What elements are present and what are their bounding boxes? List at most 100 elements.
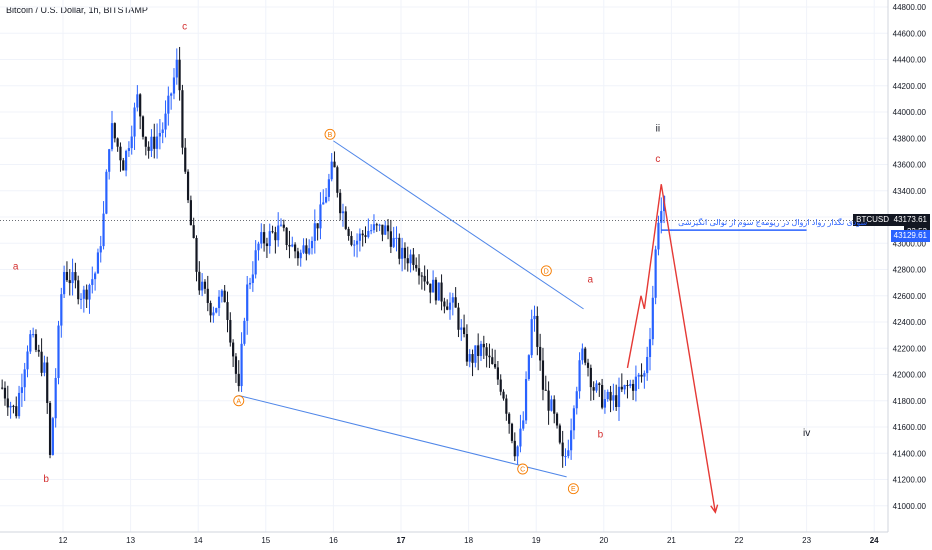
candle-body <box>378 224 381 226</box>
candle-body <box>533 315 536 320</box>
candle-body <box>482 343 485 348</box>
candle-body <box>386 225 390 232</box>
candle-body <box>609 391 612 401</box>
candle-body <box>178 59 181 91</box>
x-tick-label: 15 <box>261 536 270 545</box>
candle-body <box>493 364 497 368</box>
pattern-point-label: D <box>544 268 549 275</box>
candle-body <box>519 428 522 447</box>
y-tick-label: 41400.00 <box>893 449 927 458</box>
candle-body <box>448 302 452 310</box>
candle-body <box>198 271 201 291</box>
candle-body <box>279 224 283 226</box>
candle-body <box>465 334 469 362</box>
candle-body <box>63 271 66 295</box>
candle-body <box>189 200 192 226</box>
candle-body <box>406 258 409 264</box>
candle-body <box>3 387 7 399</box>
candle-body <box>423 275 426 282</box>
candle-body <box>88 284 91 300</box>
candle-body <box>285 227 288 245</box>
candle-body <box>175 59 178 78</box>
candle-body <box>246 284 249 321</box>
x-tick-label: 17 <box>397 536 406 545</box>
candle-body <box>65 271 69 281</box>
candle-body <box>110 123 114 150</box>
candle-body <box>462 327 466 335</box>
candle-body <box>367 230 370 237</box>
candle-body <box>91 279 94 285</box>
candle-body <box>195 237 198 272</box>
candle-body <box>451 297 454 303</box>
candle-body <box>443 301 446 307</box>
y-tick-label: 41600.00 <box>893 423 927 432</box>
candle-body <box>415 264 418 269</box>
candle-body <box>155 136 159 149</box>
candle-body <box>513 440 516 457</box>
candle-body <box>550 399 553 411</box>
candle-body <box>77 280 80 300</box>
candle-body <box>324 196 328 203</box>
y-tick-label: 44600.00 <box>893 29 927 38</box>
y-tick-label: 44400.00 <box>893 56 927 65</box>
candle-body <box>446 306 449 310</box>
candle-body <box>232 342 235 357</box>
candle-body <box>646 356 649 374</box>
candle-body <box>192 225 195 238</box>
candle-body <box>603 399 607 408</box>
candle-body <box>541 360 545 390</box>
channel-line <box>238 395 567 478</box>
candle-body <box>589 367 592 388</box>
candle-body <box>130 136 133 149</box>
candle-body <box>150 136 153 151</box>
candle-body <box>139 94 142 117</box>
candle-body <box>9 405 12 408</box>
candle-body <box>17 392 21 417</box>
candle-body <box>615 395 618 408</box>
candle-body <box>37 349 40 352</box>
candle-body <box>237 373 240 387</box>
candles <box>1 46 666 468</box>
chart-title: Bitcoin / U.S. Dollar, 1h, BITSTAMP <box>6 5 148 15</box>
candle-body <box>327 179 330 197</box>
candle-body <box>60 294 63 326</box>
candle-body <box>85 289 88 300</box>
candle-body <box>282 224 285 228</box>
candle-body <box>592 387 595 391</box>
overlays: a b c a b c ii iv A B C D E <box>0 21 888 514</box>
candle-body <box>310 240 314 249</box>
candle-body <box>170 93 173 96</box>
candle-body <box>539 346 542 361</box>
candle-body <box>158 132 161 137</box>
pattern-point-label: A <box>236 398 241 405</box>
wave-label: a <box>587 275 593 286</box>
x-tick-label: 21 <box>667 536 676 545</box>
pattern-point-circle <box>233 395 245 407</box>
candle-body <box>510 423 514 441</box>
candle-body <box>527 355 530 380</box>
candle-body <box>505 398 508 414</box>
wave-label: b <box>43 474 49 485</box>
candle-body <box>74 272 77 281</box>
candle-body <box>153 136 156 149</box>
candle-body <box>229 319 232 343</box>
candle-body <box>82 289 85 299</box>
x-tick-label: 13 <box>126 536 135 545</box>
y-tick-label: 42400.00 <box>893 318 927 327</box>
candle-body <box>437 282 440 301</box>
candle-body <box>660 211 663 223</box>
x-tick-label: 14 <box>194 536 203 545</box>
candle-body <box>71 272 74 284</box>
candle-body <box>167 95 170 114</box>
x-tick-label: 24 <box>870 536 879 545</box>
candle-body <box>522 420 525 429</box>
wave-label: c <box>655 154 660 165</box>
candle-body <box>654 249 657 298</box>
candle-body <box>648 339 652 357</box>
candle-body <box>265 243 269 247</box>
candle-body <box>203 281 207 289</box>
candle-body <box>347 228 350 236</box>
candle-body <box>215 308 218 313</box>
candle-body <box>420 275 423 277</box>
